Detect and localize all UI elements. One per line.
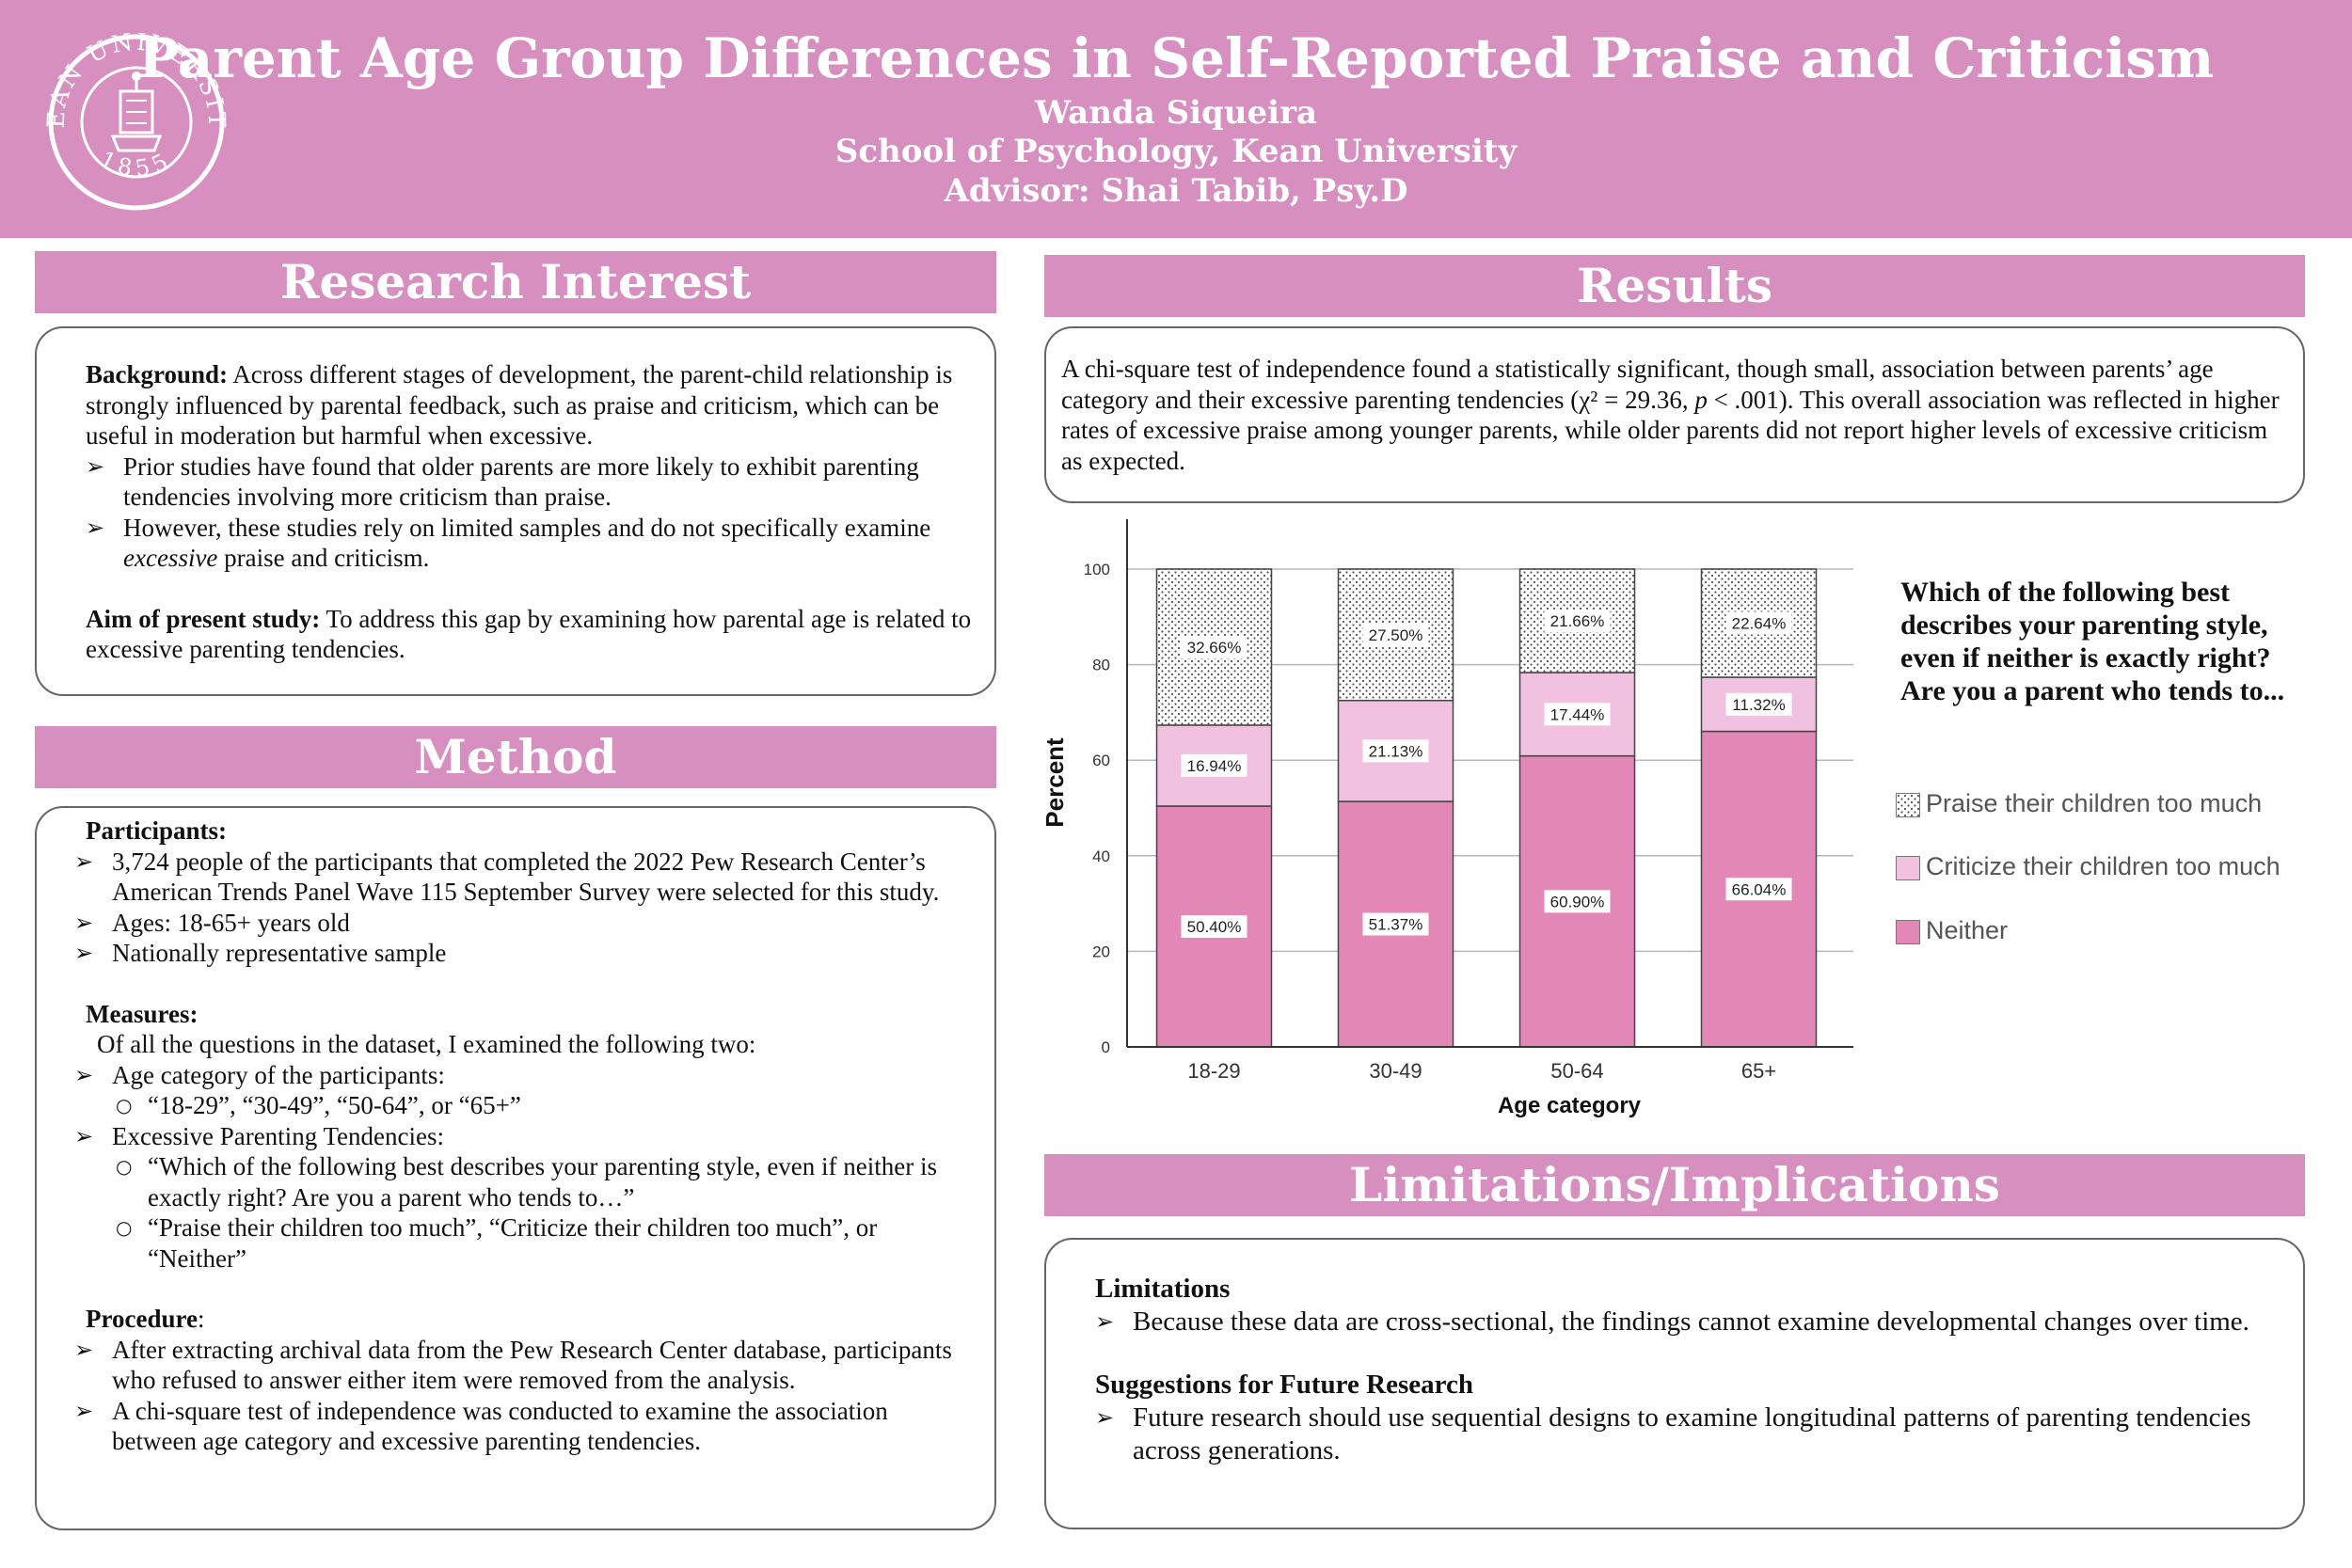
legend-label-praise: Praise their children too much: [1926, 789, 2263, 817]
measures-sub-2a: “Which of the following best describes y…: [74, 1151, 977, 1212]
y-tick-label: 0: [1102, 1038, 1110, 1056]
procedure-label: Procedure: [86, 1305, 198, 1333]
data-label: 16.94%: [1187, 757, 1242, 775]
results-heading: Results: [1044, 255, 2305, 317]
legend-swatch-praise: [1896, 793, 1920, 817]
author-name: Wanda Siqueira: [1034, 94, 1318, 132]
bullet2-post: praise and criticism.: [217, 544, 430, 572]
legend-item-criticize: Criticize their children too much: [1896, 852, 2291, 912]
x-axis-title: Age category: [1498, 1093, 1642, 1118]
data-label: 60.90%: [1550, 893, 1605, 911]
data-label: 21.13%: [1369, 742, 1423, 760]
participants-bullet-3: Nationally representative sample: [74, 938, 977, 969]
measures-sub-1a: “18-29”, “30-49”, “50-64”, or “65+”: [74, 1090, 977, 1121]
legend-label-criticize: Criticize their children too much: [1926, 852, 2280, 880]
bullet2-emphasis: excessive: [123, 544, 218, 572]
results-text-post: < .001). This overall association was re…: [1061, 385, 2280, 475]
data-label: 11.32%: [1732, 696, 1785, 714]
results-text-pre: A chi-square test of independence found …: [1061, 355, 2214, 414]
legend-swatch-neither: [1896, 920, 1920, 944]
procedure-colon: :: [197, 1305, 205, 1333]
data-label-box: [1544, 890, 1611, 913]
background-text: Across different stages of development, …: [86, 360, 953, 450]
background-bullet-1: Prior studies have found that older pare…: [86, 451, 975, 513]
background-label: Background:: [86, 360, 229, 388]
research-interest-heading: Research Interest: [35, 251, 996, 313]
background-bullet-2: However, these studies rely on limited s…: [86, 513, 975, 574]
x-tick-label: 30-49: [1369, 1059, 1422, 1083]
university-seal-logo: KEAN UNIVERSITY 1855: [38, 33, 228, 211]
stacked-bar-chart: 0 20 40 60 80 100 50.40% 16.94% 32.66% 18-29 51.37…: [1041, 519, 1853, 1118]
data-label: 66.04%: [1732, 880, 1787, 898]
y-tick-label: 80: [1092, 657, 1110, 674]
research-interest-panel: Background: Across different stages of d…: [35, 326, 996, 696]
measures-sub-2b: “Praise their children too much”, “Criti…: [74, 1212, 977, 1274]
limitations-panel: Limitations Because these data are cross…: [1044, 1238, 2305, 1529]
affiliation: School of Psychology, Kean University: [834, 133, 1518, 170]
poster-header: KEAN UNIVERSITY 1855 Parent Age Group Di…: [0, 0, 2352, 238]
y-tick-label: 100: [1084, 561, 1110, 578]
limitations-bullet-1: Because these data are cross-sectional, …: [1095, 1306, 2280, 1338]
data-label-box: [1544, 610, 1611, 633]
measures-bullet-1: Age category of the participants:: [74, 1060, 977, 1091]
legend-question: Which of the following best describes yo…: [1900, 577, 2285, 706]
aim-paragraph: Aim of present study: To address this ga…: [86, 604, 975, 665]
data-label-box: [1362, 912, 1429, 936]
aim-text: To address this gap by examining how par…: [86, 604, 972, 664]
data-label-box: [1544, 703, 1611, 726]
procedure-heading: Procedure:: [74, 1304, 977, 1335]
data-label-box: [1181, 753, 1248, 777]
data-label-box: [1725, 692, 1792, 716]
data-label: 21.66%: [1550, 612, 1605, 630]
legend-label-neither: Neither: [1926, 916, 2009, 944]
aim-label: Aim of present study:: [86, 604, 321, 633]
data-label: 22.64%: [1732, 615, 1787, 633]
poster-title: Parent Age Group Differences in Self-Rep…: [137, 26, 2215, 90]
x-tick-label: 50-64: [1550, 1059, 1603, 1083]
bullet2-pre: However, these studies rely on limited s…: [123, 513, 931, 542]
data-label-box: [1362, 623, 1429, 646]
data-label: 27.50%: [1369, 626, 1423, 644]
y-tick-label: 40: [1092, 847, 1110, 865]
legend-item-neither: Neither: [1896, 916, 2291, 948]
x-tick-label: 18-29: [1187, 1059, 1240, 1083]
bar-segment: [1337, 699, 1454, 802]
legend-item-praise: Praise their children too much: [1896, 789, 2291, 849]
participants-bullet-1: 3,724 people of the participants that co…: [74, 847, 977, 908]
data-label-box: [1181, 635, 1248, 658]
advisor: Advisor: Shai Tabib, Psy.D: [944, 172, 1408, 210]
data-label-box: [1181, 914, 1248, 938]
procedure-bullet-2: A chi-square test of independence was co…: [74, 1396, 977, 1457]
data-label: 17.44%: [1550, 705, 1605, 723]
y-axis-title: Percent: [1041, 737, 1069, 828]
data-label: 50.40%: [1187, 918, 1242, 936]
y-tick-label: 60: [1092, 752, 1110, 769]
background-paragraph: Background: Across different stages of d…: [86, 359, 975, 451]
method-panel: Participants: 3,724 people of the partic…: [35, 806, 996, 1530]
participants-bullet-2: Ages: 18-65+ years old: [74, 908, 977, 939]
results-text-panel: A chi-square test of independence found …: [1044, 326, 2305, 503]
y-tick-label: 20: [1092, 942, 1110, 960]
procedure-bullet-1: After extracting archival data from the …: [74, 1335, 977, 1396]
measures-intro: Of all the questions in the dataset, I e…: [97, 1030, 756, 1058]
results-summary: A chi-square test of independence found …: [1061, 354, 2284, 476]
limitations-label: Limitations: [1095, 1274, 1231, 1304]
measures-bullet-2: Excessive Parenting Tendencies:: [74, 1121, 977, 1152]
data-label-box: [1725, 611, 1792, 635]
legend-swatch-criticize: [1896, 856, 1920, 880]
data-label: 51.37%: [1369, 916, 1423, 934]
method-heading: Method: [35, 726, 996, 788]
future-research-bullet-1: Future research should use sequential de…: [1095, 1402, 2280, 1467]
participants-label: Participants:: [86, 816, 227, 845]
data-label-box: [1362, 739, 1429, 763]
measures-label: Measures:: [86, 999, 199, 1028]
limitations-heading: Limitations/Implications: [1044, 1154, 2305, 1216]
x-tick-label: 65+: [1741, 1059, 1776, 1083]
future-research-label: Suggestions for Future Research: [1095, 1370, 1473, 1400]
data-label-box: [1725, 878, 1792, 901]
data-label: 32.66%: [1187, 639, 1242, 657]
results-p-symbol: p: [1694, 385, 1708, 414]
